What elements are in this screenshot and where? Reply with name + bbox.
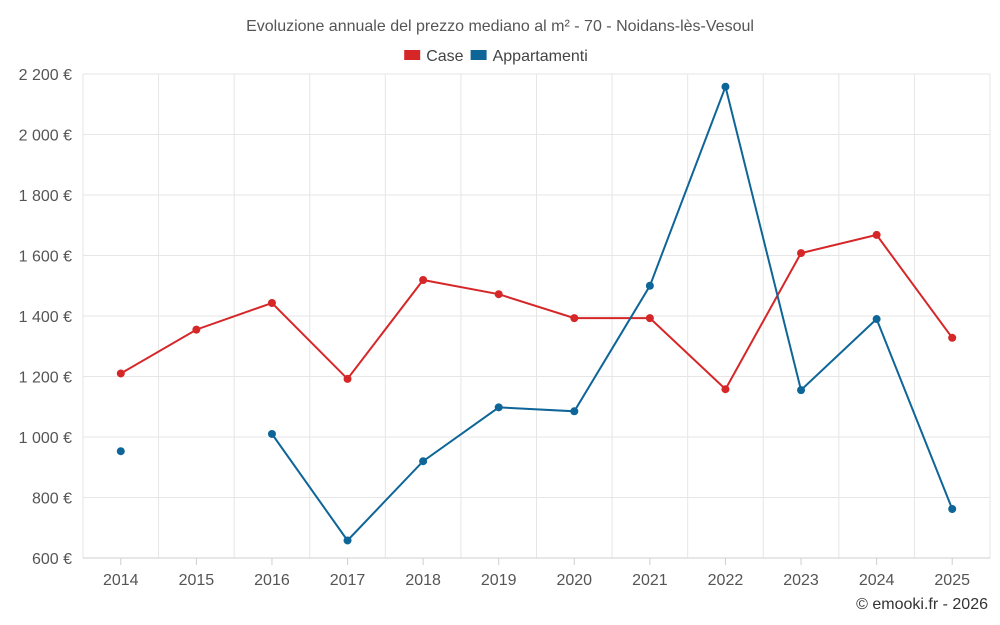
data-point-case[interactable] <box>872 230 881 239</box>
y-tick-label: 1 600 € <box>19 249 72 266</box>
data-point-case[interactable] <box>721 385 730 394</box>
series-case <box>116 230 957 394</box>
y-tick-label: 1 800 € <box>19 188 72 205</box>
x-tick-label: 2020 <box>556 572 592 589</box>
x-tick-label: 2018 <box>405 572 441 589</box>
x-axis: 2014 2015 2016 2017 2018 2019 2020 2021 2022 2023… <box>103 558 970 589</box>
series-line-case <box>120 233 954 391</box>
legend-label-appartamenti[interactable]: Appartamenti <box>493 48 588 65</box>
data-point-case[interactable] <box>494 290 503 299</box>
legend-swatch-appartamenti[interactable] <box>470 50 487 60</box>
series-line-appartamenti <box>271 83 954 543</box>
data-point-case[interactable] <box>419 276 428 285</box>
x-tick-label: 2016 <box>254 572 290 589</box>
y-tick-label: 1 000 € <box>19 430 72 447</box>
y-axis: 600 € 800 € 1 000 € 1 200 € 1 400 € 1 600 € 1 … <box>19 67 72 568</box>
data-point-case[interactable] <box>645 314 654 323</box>
credit-text: © emooki.fr - 2026 <box>856 596 988 613</box>
data-point-appartamenti[interactable] <box>948 504 957 513</box>
series-appartamenti <box>116 82 957 545</box>
data-point-appartamenti[interactable] <box>645 281 654 290</box>
x-tick-label: 2024 <box>859 572 895 589</box>
data-point-appartamenti[interactable] <box>116 447 125 456</box>
x-tick-label: 2023 <box>783 572 819 589</box>
x-tick-label: 2022 <box>708 572 744 589</box>
x-tick-label: 2021 <box>632 572 668 589</box>
legend-label-case[interactable]: Case <box>426 48 463 65</box>
y-tick-label: 1 200 € <box>19 370 72 387</box>
chart-title: Evoluzione annuale del prezzo mediano al… <box>246 18 754 35</box>
data-point-appartamenti[interactable] <box>872 315 881 324</box>
x-tick-label: 2014 <box>103 572 139 589</box>
y-tick-label: 600 € <box>32 551 72 568</box>
legend-swatch-case[interactable] <box>404 50 421 60</box>
x-tick-label: 2019 <box>481 572 517 589</box>
data-point-appartamenti[interactable] <box>343 536 352 545</box>
data-point-case[interactable] <box>797 249 806 258</box>
data-point-appartamenti[interactable] <box>570 407 579 416</box>
y-tick-label: 2 000 € <box>19 128 72 145</box>
grid <box>82 73 991 559</box>
x-tick-label: 2025 <box>934 572 970 589</box>
data-point-appartamenti[interactable] <box>494 403 503 412</box>
legend: Case Appartamenti <box>404 48 588 65</box>
x-tick-label: 2017 <box>330 572 366 589</box>
data-point-case[interactable] <box>192 325 201 334</box>
data-point-appartamenti[interactable] <box>419 457 428 466</box>
y-tick-label: 1 400 € <box>19 309 72 326</box>
data-point-case[interactable] <box>948 333 957 342</box>
data-point-case[interactable] <box>570 314 579 323</box>
y-tick-label: 2 200 € <box>19 67 72 84</box>
data-point-case[interactable] <box>116 369 125 378</box>
data-point-appartamenti[interactable] <box>721 82 730 91</box>
data-point-appartamenti[interactable] <box>267 429 276 438</box>
data-point-appartamenti[interactable] <box>797 386 806 395</box>
data-point-case[interactable] <box>343 374 352 383</box>
series-group <box>116 82 957 545</box>
x-tick-label: 2015 <box>179 572 215 589</box>
y-tick-label: 800 € <box>32 491 72 508</box>
data-point-case[interactable] <box>267 298 276 307</box>
